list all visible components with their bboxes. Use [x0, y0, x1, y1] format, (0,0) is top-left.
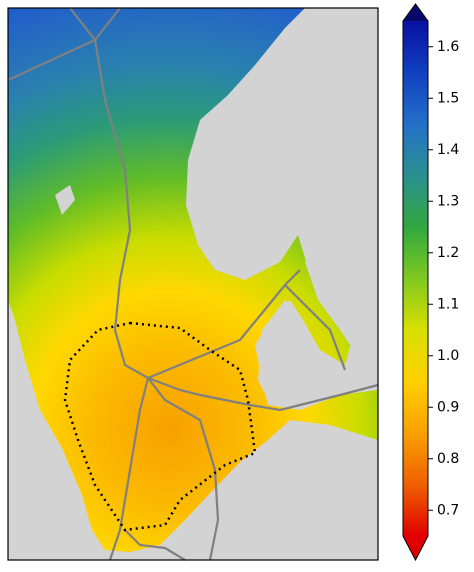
colorbar-tick-label: 1.2	[437, 245, 459, 261]
colorbar-tick-label: 0.7	[437, 502, 459, 518]
colorbar-outline	[402, 3, 429, 562]
colorbar-tick-label: 1.3	[437, 193, 459, 209]
colorbar-over	[403, 4, 428, 21]
colorbar-tick-label: 1.1	[437, 296, 459, 312]
sea	[8, 8, 378, 552]
map-frame	[7, 7, 379, 561]
pipelines	[7, 7, 379, 561]
colorbar-tick-label: 1.0	[437, 348, 459, 364]
colorbar-under	[403, 536, 428, 560]
denmark	[258, 300, 310, 400]
colorbar-tick-label: 0.8	[437, 451, 459, 467]
sweden-coast	[305, 200, 378, 375]
colorbar-tick-label: 1.4	[437, 142, 459, 158]
colorbar-tick-label: 1.5	[437, 90, 459, 106]
colorbar-scale	[403, 21, 428, 536]
islands	[55, 185, 75, 215]
colorbar-tick-label: 0.9	[437, 399, 459, 415]
map	[7, 7, 379, 561]
colorbar: 0.7 0.8 0.9 1.0 1.1 1.2 1.3 1.4 1.5 1.6	[402, 3, 459, 562]
colorbar-tick-label: 1.6	[437, 39, 459, 55]
